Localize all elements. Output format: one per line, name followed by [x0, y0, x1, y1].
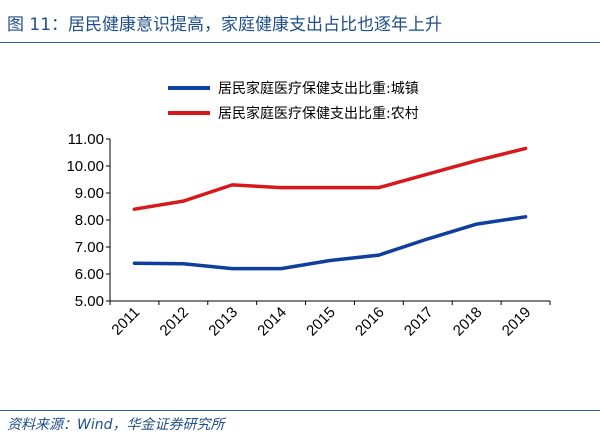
y-tick-label: 5.00	[75, 293, 104, 310]
y-tick-label: 8.00	[75, 212, 104, 229]
chart-axes	[106, 138, 551, 305]
x-tick-label: 2015	[303, 304, 339, 340]
series-line-2	[132, 146, 528, 211]
x-tick-label: 2019	[499, 304, 535, 340]
top-rule	[0, 42, 600, 43]
series-line-1	[132, 215, 528, 271]
x-tick-label: 2017	[401, 304, 437, 340]
x-tick-label: 2016	[352, 304, 388, 340]
y-tick-label: 9.00	[75, 185, 104, 202]
legend-label-1: 居民家庭医疗保健支出比重:城镇	[218, 80, 419, 97]
x-tick-label: 2013	[205, 304, 241, 340]
x-tick-labels: 2011 2012 2013 2014 2015 2016 2017 2018 2019	[108, 304, 534, 340]
figure-title: 图 11：居民健康意识提高，家庭健康支出占比也逐年上升	[7, 15, 443, 35]
x-tick-label: 2018	[450, 304, 486, 340]
source-note: 资料来源：Wind，华金证券研究所	[7, 417, 225, 433]
y-tick-label: 10.00	[66, 158, 104, 175]
x-tick-label: 2011	[108, 304, 143, 339]
bottom-rule	[0, 410, 600, 411]
y-tick-label: 7.00	[75, 239, 104, 256]
y-tick-labels: 5.00 6.00 7.00 8.00 9.00 10.00 11.00	[66, 131, 104, 310]
y-tick-label: 6.00	[75, 266, 104, 283]
y-tick-label: 11.00	[68, 131, 104, 148]
x-tick-label: 2014	[254, 304, 290, 340]
x-tick-label: 2012	[157, 304, 193, 340]
legend-label-2: 居民家庭医疗保健支出比重:农村	[218, 105, 419, 122]
series-lines	[132, 146, 528, 271]
